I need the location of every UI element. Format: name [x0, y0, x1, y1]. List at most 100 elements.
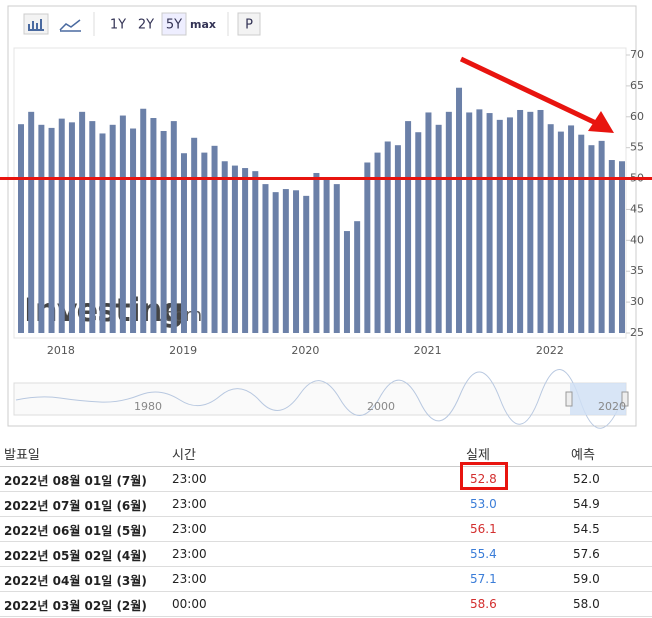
arrow-head	[588, 111, 614, 133]
date-cell: 2022년 07월 01일 (6월)	[4, 499, 147, 513]
bar	[343, 231, 350, 333]
bar	[517, 109, 524, 333]
bar	[252, 171, 259, 333]
y-tick-label: 30	[630, 295, 644, 308]
bar	[557, 131, 564, 333]
bar	[496, 119, 503, 333]
bar	[619, 161, 625, 333]
line-icon[interactable]	[59, 19, 81, 32]
range-button[interactable]: 1Y	[110, 18, 126, 33]
bar	[476, 109, 483, 333]
navigator	[13, 382, 627, 416]
bar	[568, 125, 575, 333]
range-button[interactable]: 5Y	[166, 18, 182, 33]
y-tick-label: 65	[630, 79, 644, 92]
navigator-line	[15, 369, 625, 429]
navigator-selection[interactable]	[570, 383, 626, 415]
bar	[180, 153, 187, 333]
y-tick-label: 55	[630, 141, 644, 154]
highlight-box	[460, 462, 508, 490]
x-tick-label: 2018	[47, 344, 75, 357]
navigator-label: 2000	[367, 400, 395, 413]
actual-cell: 56.1	[470, 522, 497, 536]
bar	[272, 192, 279, 333]
bar	[201, 152, 208, 333]
bar	[68, 122, 75, 334]
actual-cell: 53.0	[470, 497, 497, 511]
actual-cell: 52.8	[470, 472, 497, 486]
header-cell: 예측	[571, 448, 595, 463]
navigator-handle[interactable]	[621, 391, 629, 407]
table-row: 2022년 07월 01일 (6월) 23:00 53.0 54.9	[0, 492, 652, 517]
bar	[394, 145, 401, 333]
bar	[425, 112, 432, 333]
forecast-cell: 59.0	[573, 572, 600, 586]
bar	[109, 124, 116, 333]
range-button[interactable]: 2Y	[138, 18, 154, 33]
bar	[140, 108, 147, 333]
bar	[58, 118, 65, 334]
bar	[588, 145, 595, 333]
bar	[405, 121, 412, 333]
forecast-cell: 58.0	[573, 597, 600, 611]
bar	[486, 113, 493, 334]
bar	[231, 165, 238, 333]
bar	[170, 121, 177, 333]
header-cell: 발표일	[4, 448, 40, 463]
time-cell: 23:00	[172, 472, 207, 486]
bar	[435, 124, 442, 333]
bar	[608, 160, 615, 333]
table-row: 2022년 04월 01일 (3월) 23:00 57.1 59.0	[0, 567, 652, 592]
bar	[150, 118, 157, 333]
forecast-cell: 54.9	[573, 497, 600, 511]
bar	[79, 111, 86, 333]
x-tick-label: 2022	[536, 344, 564, 357]
chart: P Investing .com 1Y2Y5Ymax25303540455055…	[0, 5, 652, 429]
bar	[506, 117, 513, 333]
actual-cell: 58.6	[470, 597, 497, 611]
table-row: 2022년 06월 01일 (5월) 23:00 56.1 54.5	[0, 517, 652, 542]
bar	[415, 132, 422, 333]
header-cell: 실제	[466, 448, 490, 463]
date-cell: 2022년 05월 02일 (4월)	[4, 549, 147, 563]
time-cell: 23:00	[172, 572, 207, 586]
bar	[445, 111, 452, 333]
bar	[119, 115, 126, 333]
y-tick-label: 40	[630, 233, 644, 246]
bar	[537, 109, 544, 333]
bar	[242, 168, 249, 333]
bar	[374, 152, 381, 333]
header-cell: 시간	[172, 448, 196, 463]
bar	[130, 128, 137, 333]
time-cell: 23:00	[172, 522, 207, 536]
bar	[18, 124, 24, 334]
y-tick-label: 35	[630, 264, 644, 277]
x-tick-label: 2021	[414, 344, 442, 357]
arrow-shaft	[459, 56, 600, 127]
bar	[364, 162, 371, 333]
time-cell: 23:00	[172, 547, 207, 561]
bar	[303, 195, 310, 333]
range-button[interactable]: max	[190, 18, 216, 31]
time-cell: 00:00	[172, 597, 207, 611]
bar-icon	[28, 19, 44, 31]
table-row: 2022년 08월 01일 (7월) 23:00 52.8 52.0	[0, 462, 652, 492]
bar	[89, 121, 96, 333]
table-row: 2022년 05월 02일 (4월) 23:00 55.4 57.6	[0, 542, 652, 567]
print-label[interactable]: P	[245, 18, 253, 33]
bar	[323, 177, 330, 333]
x-tick-label: 2020	[291, 344, 319, 357]
active-range-box	[161, 12, 187, 36]
bar	[282, 189, 289, 333]
plot-area	[13, 47, 627, 339]
bar	[28, 111, 35, 333]
actual-cell: 55.4	[470, 547, 497, 561]
bar	[354, 221, 361, 333]
watermark-suffix: .com	[158, 305, 202, 326]
date-cell: 2022년 03월 02일 (2월)	[4, 599, 147, 613]
bar	[313, 172, 320, 333]
navigator-handle[interactable]	[565, 391, 573, 407]
print-button[interactable]	[237, 12, 261, 36]
